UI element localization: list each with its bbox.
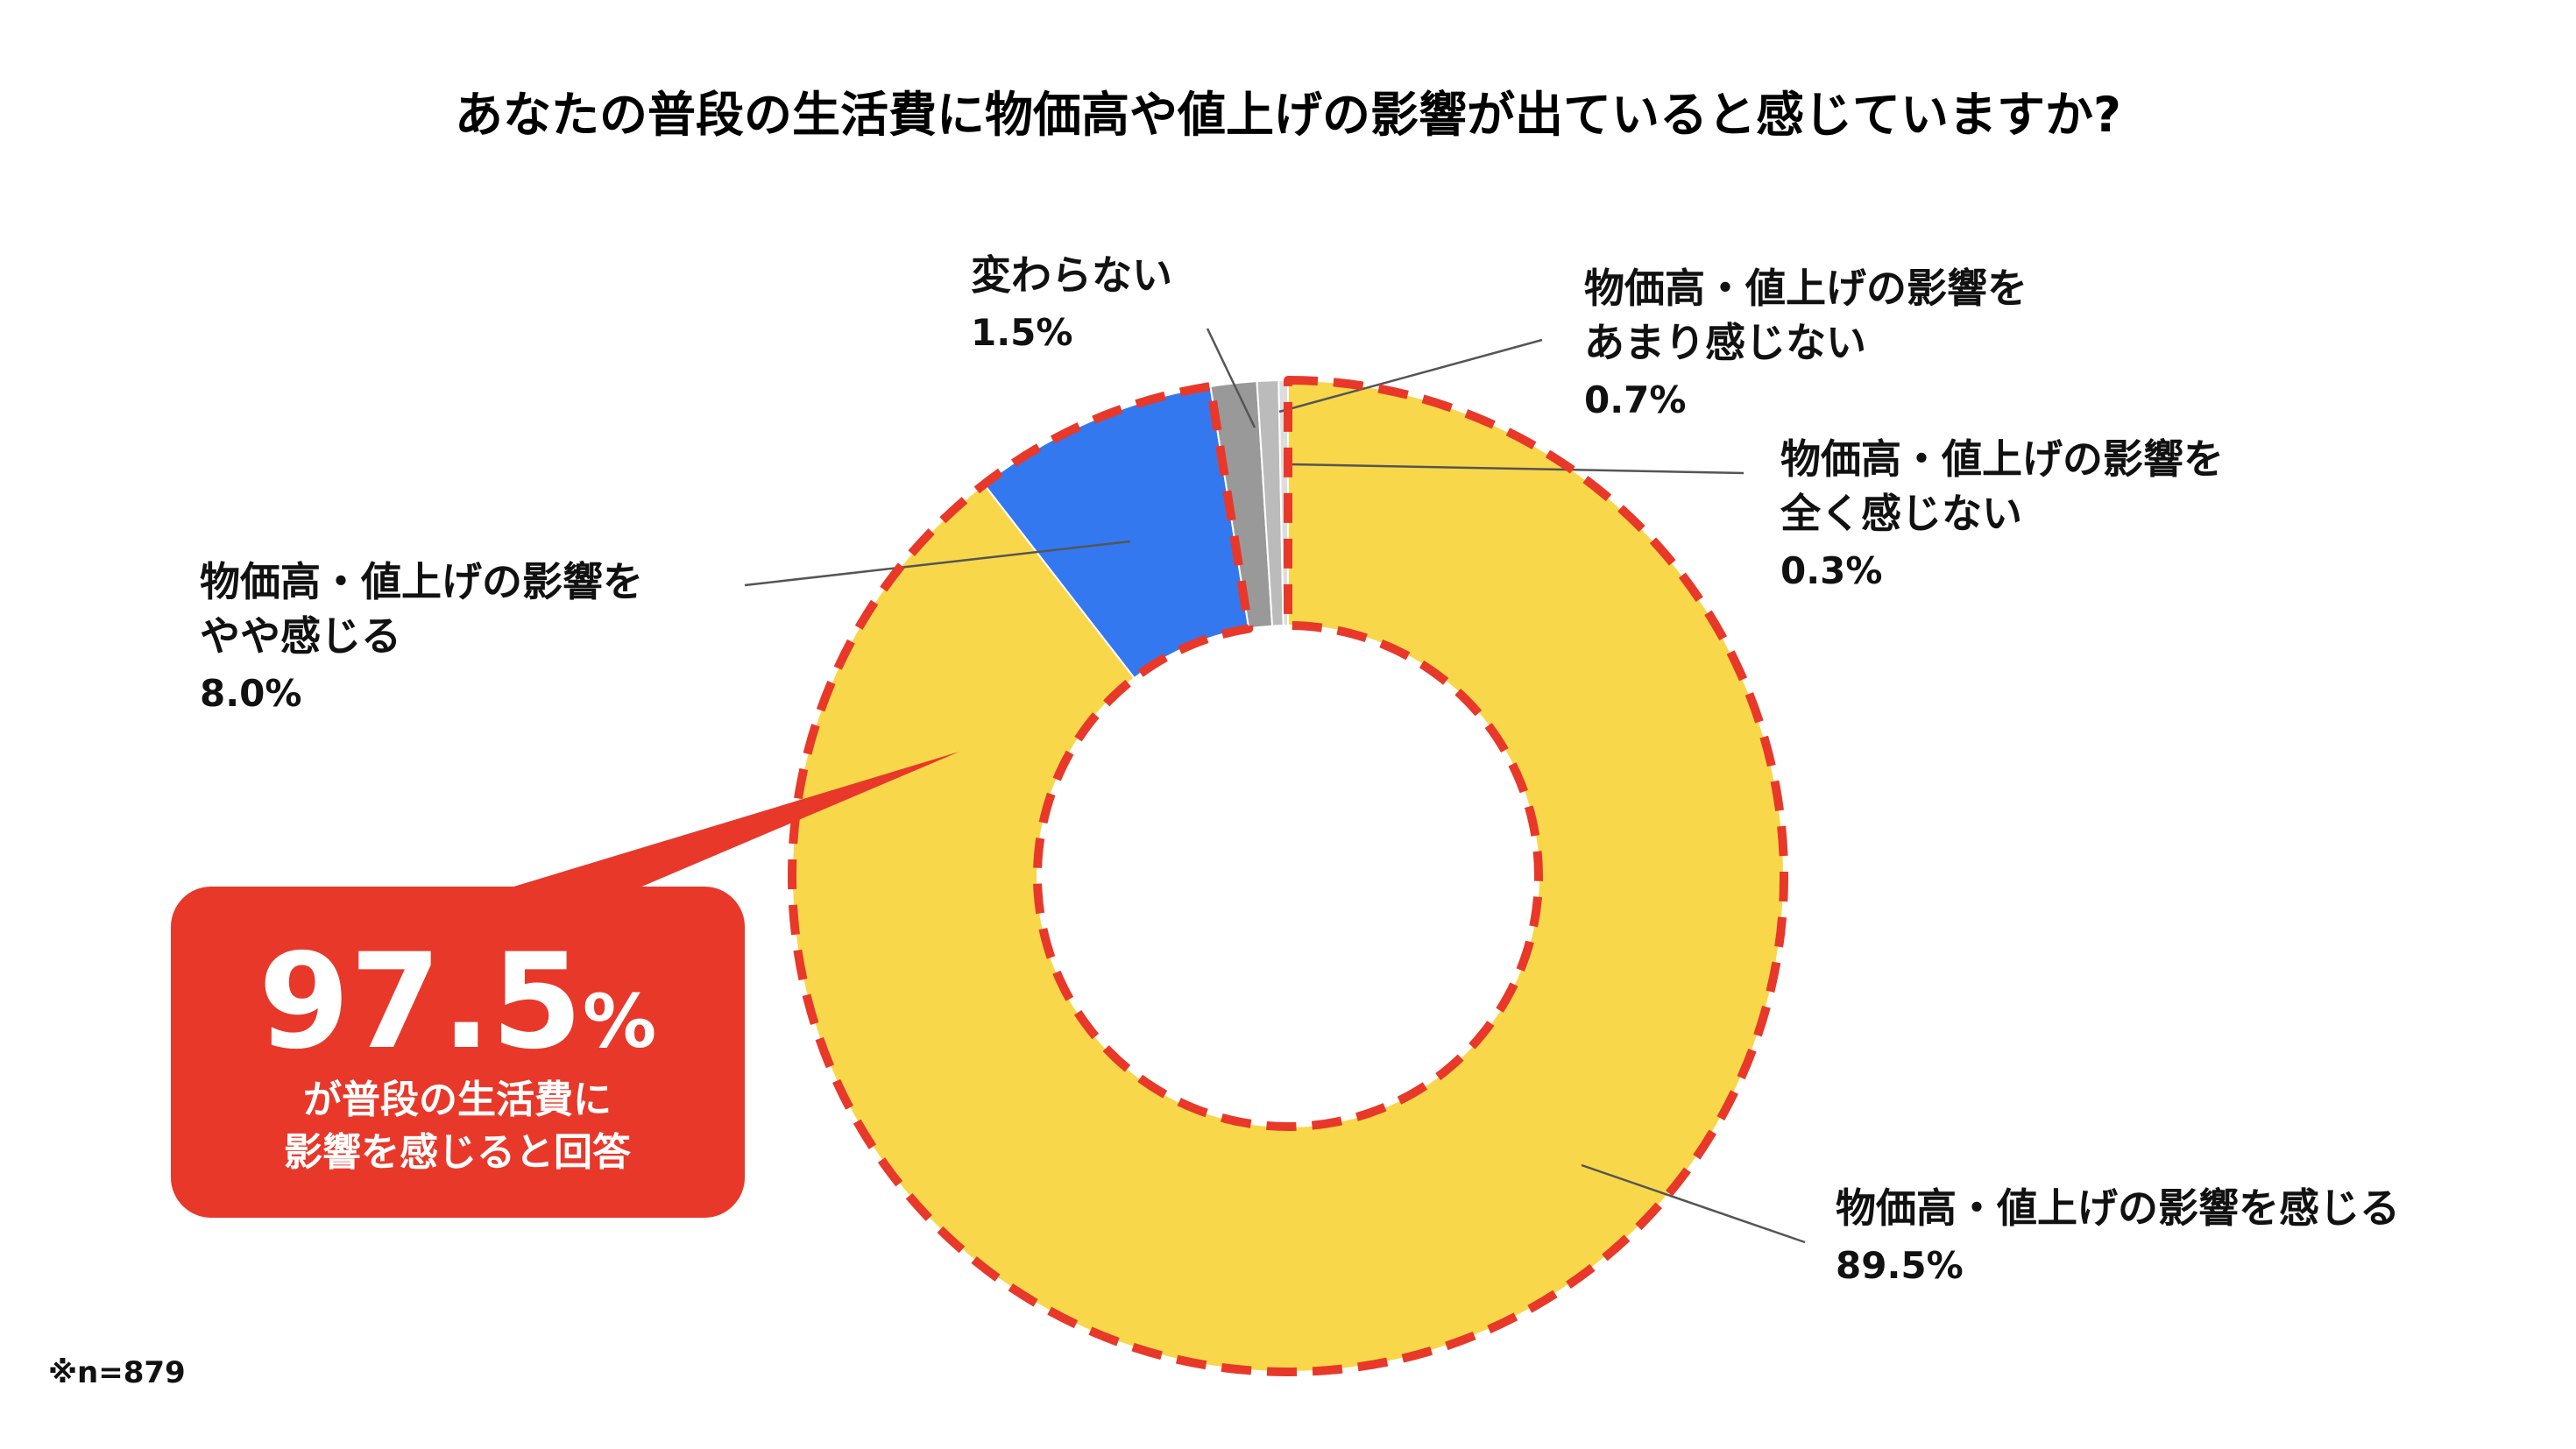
callout-pointer [491,752,959,902]
leader-line-yaya-kanjiru [744,540,1131,587]
highlight-dashed-border [788,376,1788,1376]
label-amari-kanjinai-percent: 0.7% [1584,378,1686,421]
callout-line-1: が普段の生活費に [303,1078,612,1122]
leader-line-kawaranai [1206,328,1256,428]
label-mattaku-kanjinai-percent: 0.3% [1780,549,1882,592]
leader-line-amari-kanjinai [1278,338,1543,413]
chart-title: あなたの普段の生活費に物価高や値上げの影響が出ていると感じていますか? [455,87,2121,143]
donut-segments [790,378,1785,1373]
label-amari-kanjinai-line-2: あまり感じない [1584,319,1866,366]
label-kawaranai-line-1: 変わらない [971,251,1172,299]
label-mattaku-kanjinai-line-2: 全く感じない [1780,490,2022,537]
label-yaya-kanjiru-line-2: やや感じる [200,612,401,660]
label-yaya-kanjiru-percent: 8.0% [200,672,301,715]
leader-line-kanjiru [1581,1163,1806,1244]
label-yaya-kanjiru-line-1: 物価高・値上げの影響を [200,558,643,605]
callout-box [171,887,745,1218]
label-amari-kanjinai-line-1: 物価高・値上げの影響を [1584,265,2028,312]
label-kawaranai-percent: 1.5% [971,311,1072,354]
leader-lines [744,328,1806,1244]
highlight-outline [788,376,1788,1376]
label-kanjiru-percent: 89.5% [1836,1244,1964,1287]
label-kanjiru-line-1: 物価高・値上げの影響を感じる [1836,1184,2400,1232]
callout: 97.5% が普段の生活費に 影響を感じると回答 [171,752,959,1218]
callout-unit: % [583,979,656,1064]
label-mattaku-kanjinai-line-1: 物価高・値上げの影響を [1780,435,2224,483]
segment-labels: 物価高・値上げの影響を感じる89.5%物価高・値上げの影響をやや感じる8.0%変… [200,251,2400,1287]
svg-text:97.5%: 97.5% [258,926,656,1078]
leader-line-mattaku-kanjinai [1289,463,1744,475]
callout-line-2: 影響を感じると回答 [284,1130,632,1175]
sample-size-note: ※n=879 [48,1355,186,1390]
callout-value: 97.5 [258,926,583,1078]
